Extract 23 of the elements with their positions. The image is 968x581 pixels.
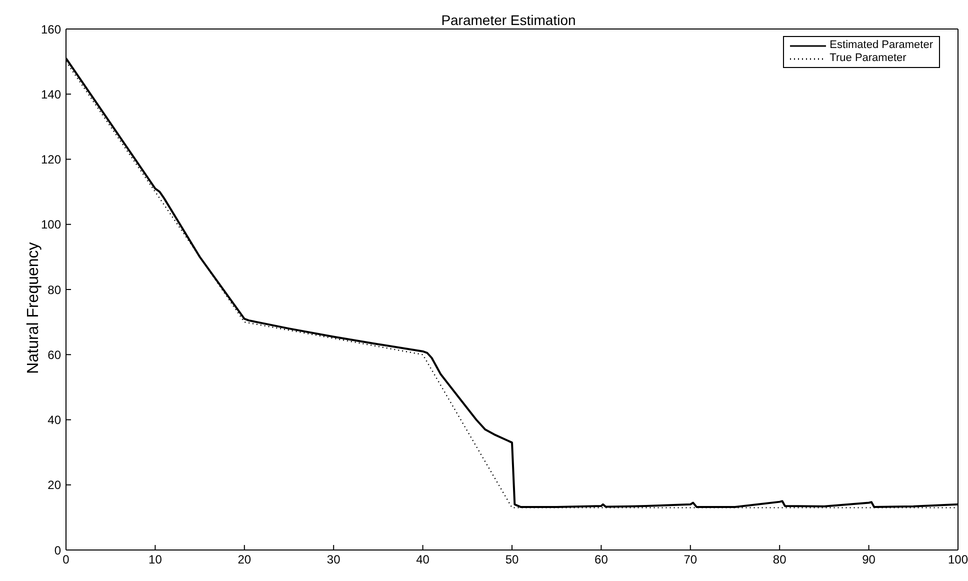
x-tick-label: 70 (684, 552, 698, 567)
x-tick-label: 80 (772, 552, 787, 567)
x-tick-label: 30 (326, 552, 341, 567)
y-axis-title: Natural Frequency (25, 242, 43, 374)
y-tick-label: 20 (48, 478, 62, 492)
y-tick-label: 160 (40, 22, 62, 36)
y-tick-label: 0 (54, 543, 62, 558)
y-tick-label: 120 (40, 152, 62, 167)
x-tick-label: 100 (948, 552, 968, 567)
x-tick-label: 90 (862, 552, 876, 567)
chart-title: Parameter Estimation (440, 12, 577, 28)
legend-label: Estimated Parameter (830, 39, 933, 52)
y-tick-label: 140 (40, 87, 62, 102)
x-tick-label: 40 (416, 552, 430, 567)
y-tick-label: 60 (48, 348, 62, 362)
y-tick-label: 100 (40, 218, 62, 232)
x-tick-label: 20 (238, 552, 252, 567)
x-tick-label: 60 (594, 552, 608, 567)
x-tick-label: 10 (148, 552, 162, 567)
x-tick-label: 50 (505, 552, 519, 567)
y-tick-label: 40 (48, 413, 62, 428)
legend-label: True Parameter (830, 52, 906, 65)
y-tick-label: 80 (48, 282, 62, 297)
